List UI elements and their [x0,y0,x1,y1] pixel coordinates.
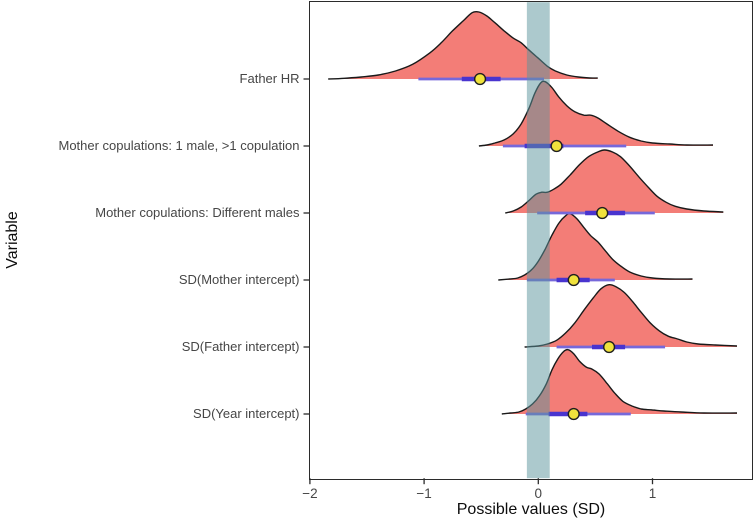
x-axis-tick-label: −2 [302,486,318,502]
rope-band [526,2,550,479]
x-axis-title: Possible values (SD) [456,501,606,518]
density-outline [328,10,598,80]
median-point [567,407,580,421]
median-point [603,340,616,354]
y-axis-label: Mother copulations: Different males [95,205,300,220]
y-axis-label: SD(Father intercept) [181,339,300,354]
density-fill [524,284,737,347]
median-point [567,273,580,287]
median-point [596,206,609,220]
density-outline [478,80,714,147]
density-fill [501,349,737,414]
density-fill [505,150,724,213]
y-axis-label: SD(Mother intercept) [178,272,300,287]
x-axis-tick-label: −1 [416,486,432,502]
y-axis-title: Variable [4,211,21,269]
density-fill [478,81,713,146]
density-outline [524,283,738,348]
median-point [550,139,563,153]
x-axis-tick-label: 1 [648,486,657,502]
y-axis-label: Mother copulations: 1 male, >1 copulatio… [58,138,300,153]
y-axis-label: SD(Year intercept) [193,406,300,421]
x-axis-tick-label: 0 [534,486,543,502]
median-point [473,72,487,86]
y-axis-label: Father HR [239,71,300,86]
